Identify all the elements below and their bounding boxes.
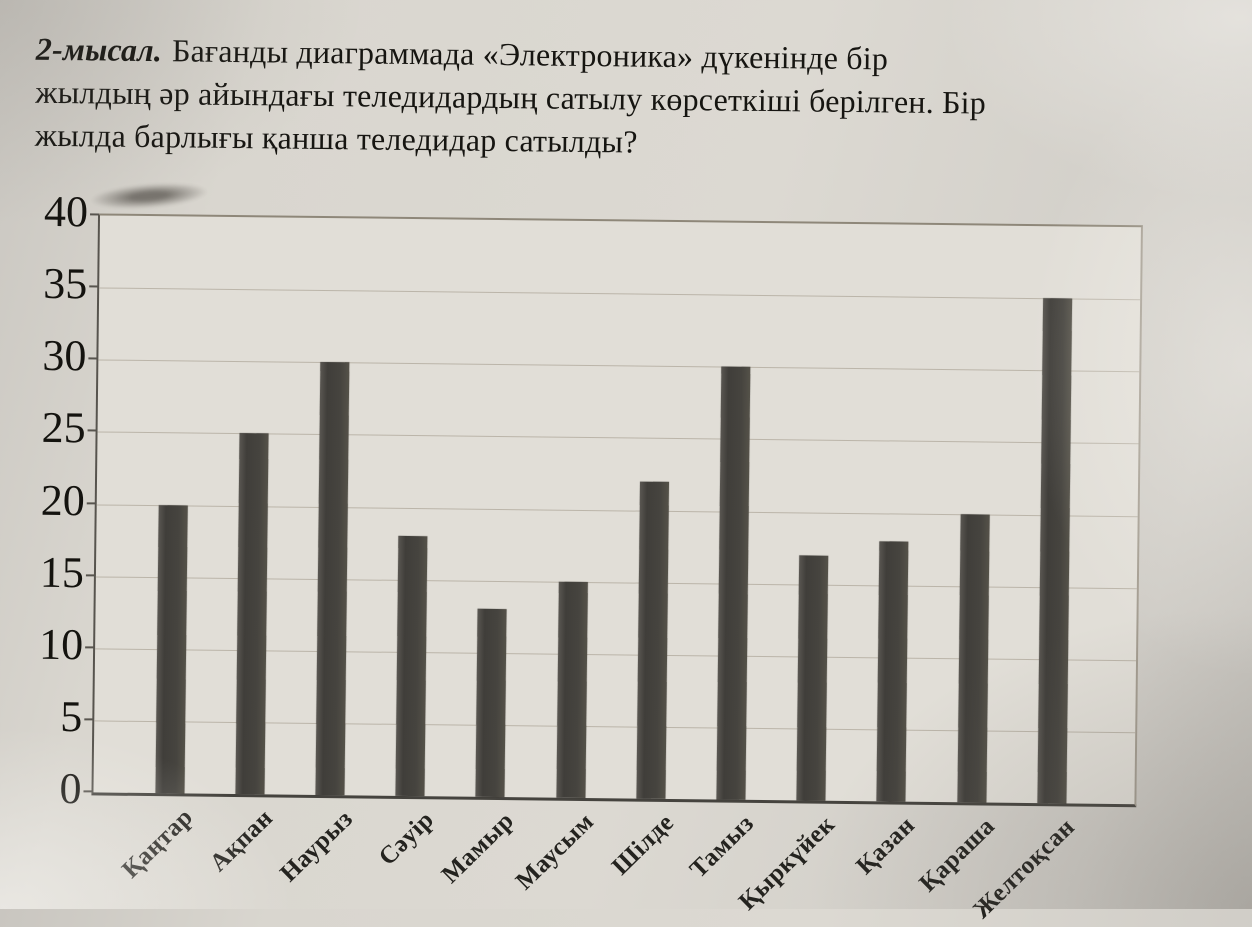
scan-smudge-artifact [89,179,209,213]
y-axis-tick-0 [83,790,93,793]
bar-Наурыз [315,362,350,796]
gridline-35 [99,287,1141,301]
bar-Желтоқсан [1037,298,1072,804]
y-axis-tick-20 [86,501,96,504]
y-axis-tick-30 [88,357,98,360]
x-axis-label-Сәуір: Сәуір [373,806,439,871]
y-axis-tick-15 [85,573,95,577]
y-axis-label-40: 40 [43,186,89,237]
bar-Мамыр [475,609,507,798]
bar-Қаңтар [154,504,188,794]
x-axis-label-Қазан: Қазан [850,811,920,880]
bar-Тамыз [716,366,751,800]
x-axis-label-Ақпан: Ақпан [204,804,279,877]
bar-chart-plot-area [91,213,1143,808]
y-axis-tick-40 [90,213,100,216]
y-axis-tick-10 [85,646,95,649]
y-axis-label-0: 0 [59,764,82,814]
x-axis-label-Шілде: Шілде [607,808,680,881]
x-axis-label-Мамыр: Мамыр [436,807,519,889]
bar-Ақпан [235,433,269,795]
x-axis-label-Қаңтар: Қаңтар [117,803,199,884]
x-axis-label-Наурыз: Наурыз [275,805,359,888]
y-axis-label-5: 5 [60,691,83,742]
example-label: 2-мысал. [35,30,163,69]
question-line-1-text: Бағанды диаграммада «Электроника» дүкені… [171,32,889,77]
gridline-30 [98,359,1140,373]
y-axis-label-20: 20 [40,475,86,525]
y-axis-tick-5 [84,718,94,721]
bar-Маусым [555,581,588,799]
bar-Қараша [956,513,990,803]
y-axis-label-25: 25 [41,403,86,453]
bar-Қыркүйек [796,555,829,801]
bar-Қазан [876,541,909,802]
y-axis-label-10: 10 [38,619,84,670]
bar-Шілде [636,481,669,799]
y-axis-label-30: 30 [42,331,87,381]
y-axis-tick-25 [87,429,97,432]
y-axis-label-15: 15 [39,547,85,597]
x-axis-label-Тамыз: Тамыз [685,809,760,884]
question-text: 2-мысал. Бағанды диаграммада «Электроника… [35,28,1246,171]
bar-Сәуір [395,536,428,797]
x-axis-label-Маусым: Маусым [510,807,600,896]
y-axis-label-35: 35 [42,258,88,309]
y-axis-tick-35 [89,285,99,288]
